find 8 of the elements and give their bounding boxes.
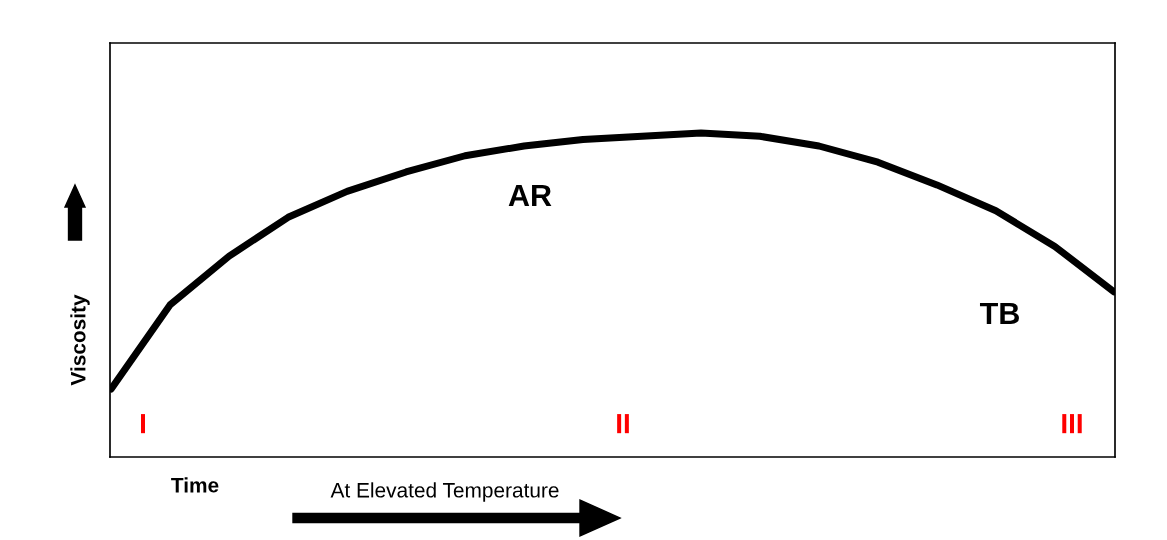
x-axis-title: Time (171, 477, 219, 493)
annotation: TB (979, 302, 1019, 324)
text: At Elevated Temperature (330, 482, 559, 502)
annotation: AR (508, 184, 552, 206)
annotation: I (141, 414, 145, 434)
annotation: III (1062, 414, 1082, 434)
y-axis-title: Viscosity (70, 294, 90, 386)
annotation: II (617, 414, 629, 434)
